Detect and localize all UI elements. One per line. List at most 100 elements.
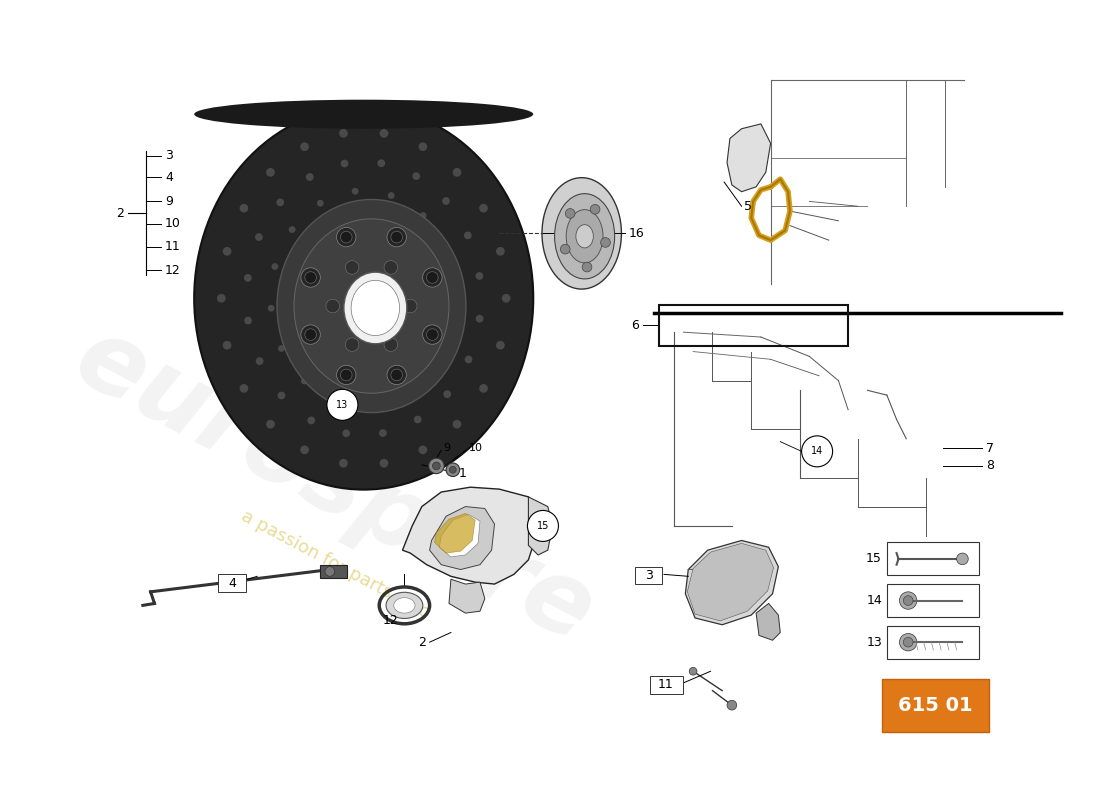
Text: 615 01: 615 01 (898, 696, 972, 714)
Circle shape (442, 245, 450, 251)
Circle shape (324, 566, 334, 576)
Circle shape (256, 358, 264, 365)
Circle shape (255, 234, 263, 241)
Circle shape (341, 231, 352, 243)
Circle shape (450, 466, 456, 473)
Circle shape (368, 402, 376, 409)
Circle shape (278, 345, 285, 352)
Circle shape (377, 159, 385, 167)
Text: 15: 15 (537, 521, 549, 531)
Circle shape (390, 369, 403, 381)
Circle shape (418, 142, 427, 151)
Text: 5: 5 (745, 200, 752, 213)
Text: 15: 15 (866, 552, 882, 566)
Ellipse shape (294, 219, 449, 394)
Polygon shape (528, 497, 552, 555)
Circle shape (452, 168, 461, 177)
Bar (882, 679, 989, 732)
Circle shape (527, 510, 559, 542)
Text: 9: 9 (165, 195, 173, 208)
Ellipse shape (394, 598, 415, 613)
Circle shape (300, 142, 309, 151)
Circle shape (449, 326, 456, 334)
Text: 8: 8 (986, 459, 993, 472)
Circle shape (900, 592, 917, 610)
Circle shape (240, 384, 249, 393)
Circle shape (443, 390, 451, 398)
Circle shape (432, 462, 440, 470)
Circle shape (422, 325, 442, 344)
Circle shape (244, 317, 252, 325)
Circle shape (480, 204, 488, 213)
Bar (887, 626, 979, 658)
Circle shape (475, 272, 483, 280)
Circle shape (289, 226, 296, 233)
Circle shape (222, 247, 231, 256)
Circle shape (339, 459, 348, 467)
Text: 6: 6 (631, 319, 639, 332)
Circle shape (300, 446, 309, 454)
Text: 14: 14 (811, 446, 823, 456)
Text: 10: 10 (165, 217, 182, 230)
Text: 3: 3 (645, 569, 652, 582)
Circle shape (222, 341, 231, 350)
Circle shape (429, 458, 444, 474)
Circle shape (582, 262, 592, 272)
Circle shape (427, 329, 438, 340)
Text: 9: 9 (443, 443, 450, 454)
Circle shape (267, 305, 275, 312)
Circle shape (337, 366, 356, 385)
Circle shape (277, 392, 285, 399)
Ellipse shape (566, 210, 603, 263)
Circle shape (342, 430, 350, 438)
Circle shape (565, 209, 575, 218)
Circle shape (447, 463, 460, 477)
Ellipse shape (351, 280, 399, 335)
Circle shape (453, 285, 460, 292)
Circle shape (387, 366, 406, 385)
Ellipse shape (542, 178, 621, 289)
Circle shape (326, 299, 340, 313)
Text: 3: 3 (165, 150, 173, 162)
Circle shape (341, 160, 349, 167)
Circle shape (422, 268, 442, 287)
Polygon shape (403, 487, 538, 584)
Circle shape (379, 429, 387, 437)
Ellipse shape (576, 225, 593, 248)
Bar (649, 676, 683, 694)
Text: 12: 12 (165, 264, 180, 277)
Circle shape (337, 227, 356, 246)
Text: 1: 1 (459, 467, 466, 480)
Text: a passion for parts sinc: a passion for parts sinc (238, 507, 431, 622)
Circle shape (900, 634, 917, 651)
Circle shape (266, 168, 275, 177)
Circle shape (244, 274, 252, 282)
Circle shape (903, 596, 913, 606)
Circle shape (387, 227, 406, 246)
Circle shape (306, 173, 313, 181)
Circle shape (591, 205, 600, 214)
Ellipse shape (554, 194, 615, 279)
Bar (887, 584, 979, 617)
Ellipse shape (344, 272, 407, 344)
Text: 7: 7 (986, 442, 993, 455)
Circle shape (317, 200, 323, 206)
Ellipse shape (277, 199, 466, 413)
Circle shape (418, 446, 427, 454)
Circle shape (452, 420, 461, 429)
Circle shape (352, 188, 359, 194)
Circle shape (341, 369, 352, 381)
Ellipse shape (386, 592, 422, 618)
Circle shape (420, 212, 427, 219)
Circle shape (404, 299, 417, 313)
Polygon shape (449, 579, 485, 613)
Circle shape (272, 263, 278, 270)
Circle shape (384, 261, 397, 274)
Circle shape (496, 247, 505, 256)
Circle shape (957, 553, 968, 565)
Circle shape (305, 272, 317, 283)
Circle shape (379, 459, 388, 467)
Text: 13: 13 (337, 400, 349, 410)
Text: 13: 13 (867, 636, 882, 649)
Circle shape (690, 667, 697, 675)
